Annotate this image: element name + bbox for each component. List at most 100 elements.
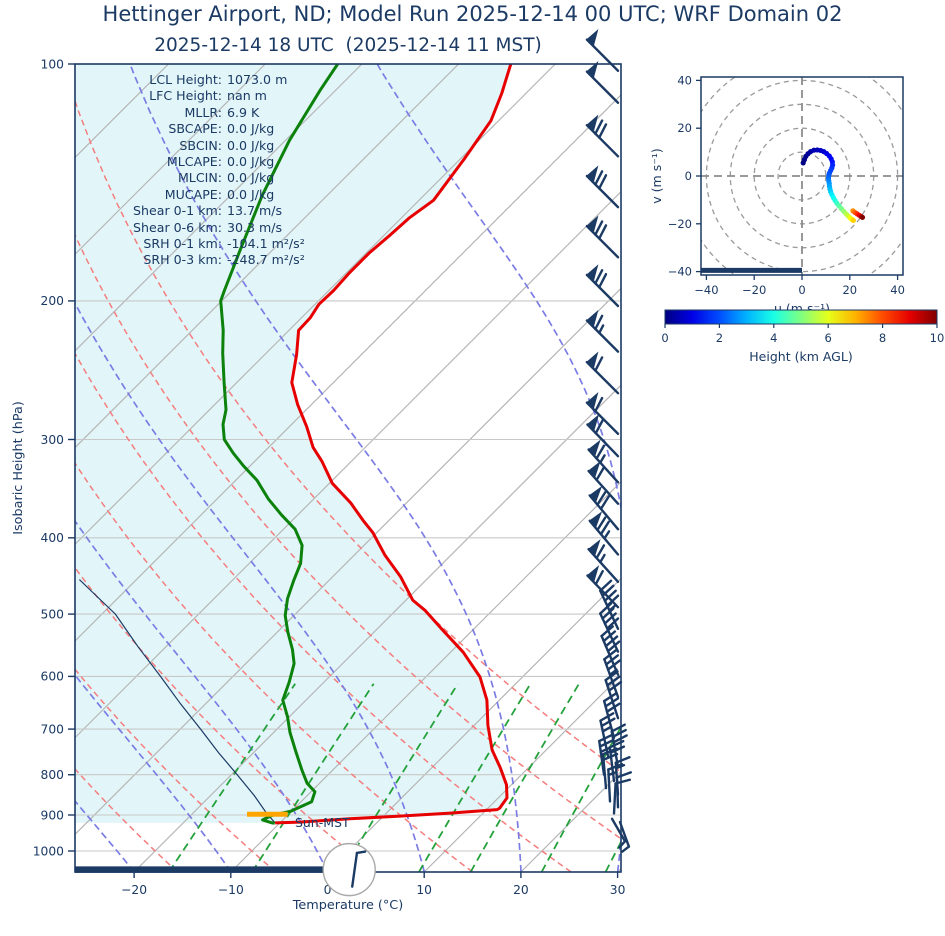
wind-barb <box>585 351 620 395</box>
wind-barb <box>585 391 620 435</box>
pressure-tick-label: 700 <box>41 722 64 736</box>
figure-title: Hettinger Airport, ND; Model Run 2025-12… <box>102 2 843 26</box>
stat-label: SBCIN: <box>179 137 222 153</box>
stat-row: MLCAPE: 0.0 J/kg <box>86 154 305 170</box>
stat-value: 0.0 J/kg <box>227 121 275 137</box>
stat-value: 0.0 J/kg <box>227 137 275 153</box>
parcel-profile-line <box>78 579 276 824</box>
pressure-tick-label: 300 <box>41 433 64 447</box>
stat-row: LCL Height: 1073.0 m <box>86 72 305 88</box>
shaded-region <box>75 64 511 823</box>
stat-label: MLCAPE: <box>166 154 222 170</box>
ground-bar <box>75 866 332 873</box>
wind-barb <box>588 511 620 556</box>
x-tick-label: 10 <box>416 883 432 897</box>
wind-barb <box>587 539 620 584</box>
colorbar-tick-label: 4 <box>770 331 777 345</box>
dewpoint-curve <box>219 64 339 825</box>
x-tick-label: 0 <box>324 883 332 897</box>
wind-barb <box>607 763 624 803</box>
wind-barb <box>603 649 621 699</box>
wind-barb <box>587 439 620 484</box>
stat-row: MLCIN: 0.0 J/kg <box>86 170 305 186</box>
x-tick-label: −20 <box>121 883 147 897</box>
hodograph-trace <box>850 208 866 220</box>
hodograph-trace <box>800 147 856 224</box>
wind-barb-column <box>585 29 632 853</box>
wind-barb <box>615 771 632 809</box>
stat-label: Shear 0-6 km: <box>133 219 222 235</box>
stat-label: SBCAPE: <box>168 121 222 137</box>
wind-barb <box>598 733 615 776</box>
stat-value: 0.0 J/kg <box>227 170 275 186</box>
wind-barb <box>586 414 620 458</box>
colorbar-tick-label: 10 <box>930 331 945 345</box>
wind-barb <box>587 460 620 505</box>
wind-barb <box>588 485 620 531</box>
hodo-u-tick-label: 20 <box>842 283 857 297</box>
x-tick-label: −10 <box>218 883 244 897</box>
stat-value: 6.9 K <box>227 104 260 120</box>
stat-label: MUCAPE: <box>164 186 222 202</box>
hodograph-rings <box>701 77 903 275</box>
hodo-yaxis-label: v (m s⁻¹) <box>649 148 664 203</box>
pressure-tick-label: 1000 <box>33 844 64 858</box>
hodo-u-tick-label: −20 <box>742 283 766 297</box>
skewt-xaxis-label: Temperature (°C) <box>292 898 403 913</box>
temperature-curve <box>275 64 513 825</box>
stat-row: SBCAPE: 0.0 J/kg <box>86 121 305 137</box>
hodo-v-tick-label: 20 <box>677 121 692 135</box>
pressure-tick-label: 100 <box>41 57 64 71</box>
colorbar-tick-label: 2 <box>716 331 723 345</box>
skewt-background-lines <box>75 64 621 872</box>
stat-value: nan m <box>227 88 267 104</box>
hodo-u-tick-label: 40 <box>890 283 905 297</box>
stat-value: 30.3 m/s <box>227 219 283 235</box>
wind-barb <box>351 850 367 888</box>
hodo-v-tick-label: 40 <box>677 73 692 87</box>
wind-barb <box>601 747 619 790</box>
stat-row: SRH 0-3 km: -248.7 m²/s² <box>86 252 305 268</box>
pressure-tick-label: 600 <box>41 670 64 684</box>
stat-row: SRH 0-1 km: -104.1 m²/s² <box>86 236 305 252</box>
stat-row: MUCAPE: 0.0 J/kg <box>86 187 305 203</box>
stat-value: -104.1 m²/s² <box>227 236 305 252</box>
stat-label: LCL Height: <box>149 72 222 87</box>
pressure-tick-label: 200 <box>41 294 64 308</box>
stat-value: -248.7 m²/s² <box>227 252 305 268</box>
height-colorbar: 0 2 4 6 8 10 Height (km AGL) <box>661 309 945 364</box>
stat-row: Shear 0-6 km: 30.3 m/s <box>86 220 305 236</box>
surface-wind-station <box>322 842 376 897</box>
pressure-tick-label: 400 <box>41 531 64 545</box>
wind-barb <box>585 309 620 353</box>
stat-label: MLLR: <box>184 104 222 120</box>
stat-value: 13.7 m/s <box>227 203 283 219</box>
colorbar-tick-label: 0 <box>661 331 668 345</box>
colorbar-label: Height (km AGL) <box>749 349 852 364</box>
stat-label: Shear 0-1 km: <box>133 203 222 219</box>
skewt-yaxis-label: Isobaric Height (hPa) <box>11 401 26 535</box>
wind-barb <box>585 60 620 104</box>
wind-barb <box>585 29 620 72</box>
wind-barb <box>585 215 620 259</box>
mixing-ratio-lines <box>168 683 621 872</box>
colorbar-tick-label: 8 <box>879 331 886 345</box>
stat-value: 0.0 J/kg <box>227 186 275 202</box>
pressure-gridlines <box>75 300 621 852</box>
stat-label: MLCIN: <box>177 170 222 186</box>
stat-value: 0.0 J/kg <box>227 154 275 170</box>
stat-row: Shear 0-1 km: 13.7 m/s <box>86 203 305 219</box>
sun-mst-label: Sun-MST <box>295 815 350 830</box>
wind-barb <box>585 165 620 209</box>
hodo-v-tick-label: −40 <box>668 265 692 279</box>
wind-barb <box>612 778 631 815</box>
pressure-tick-label: 900 <box>41 808 64 822</box>
isotherm-lines <box>75 64 621 872</box>
colorbar-tick-label: 6 <box>825 331 832 345</box>
stats-panel: LCL Height: 1073.0 m LFC Height: nan m MLLR:… <box>86 72 305 269</box>
wind-barb <box>604 670 623 720</box>
stat-row: SBCIN: 0.0 J/kg <box>86 138 305 154</box>
